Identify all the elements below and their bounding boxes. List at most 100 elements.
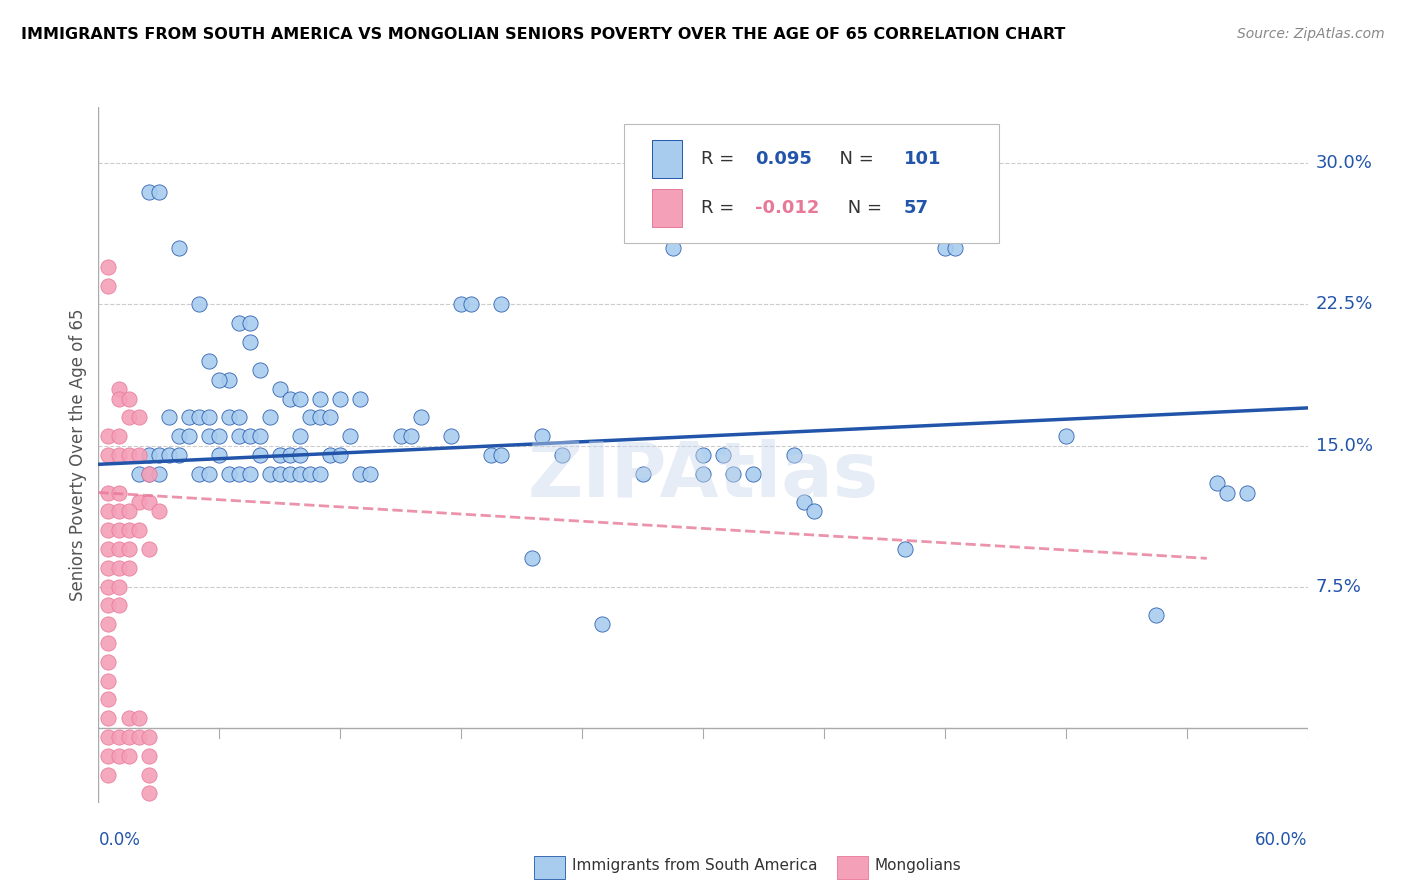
Point bbox=[107, 504, 129, 518]
Text: N =: N = bbox=[828, 150, 879, 169]
Point bbox=[288, 467, 311, 481]
Point bbox=[329, 448, 352, 462]
Point bbox=[339, 429, 361, 443]
Point bbox=[107, 448, 129, 462]
Point bbox=[148, 185, 170, 199]
Point bbox=[399, 429, 422, 443]
Point bbox=[138, 541, 160, 556]
Point bbox=[953, 222, 976, 236]
Point bbox=[107, 560, 129, 574]
Point bbox=[228, 410, 250, 425]
Point bbox=[167, 241, 190, 255]
Point bbox=[148, 467, 170, 481]
Point bbox=[278, 467, 301, 481]
Text: R =: R = bbox=[700, 199, 740, 217]
Point bbox=[299, 467, 322, 481]
Point bbox=[97, 429, 120, 443]
Point bbox=[118, 523, 141, 537]
Point bbox=[631, 467, 654, 481]
Point bbox=[288, 429, 311, 443]
Point bbox=[460, 297, 482, 311]
FancyBboxPatch shape bbox=[652, 189, 682, 227]
Point bbox=[188, 297, 211, 311]
Point bbox=[249, 429, 271, 443]
Point bbox=[128, 730, 150, 744]
Point bbox=[157, 448, 180, 462]
Point bbox=[893, 541, 915, 556]
Text: 22.5%: 22.5% bbox=[1316, 295, 1374, 313]
Point bbox=[1236, 485, 1258, 500]
Point bbox=[107, 429, 129, 443]
Point bbox=[269, 448, 291, 462]
Text: Mongolians: Mongolians bbox=[875, 858, 962, 872]
Point bbox=[188, 467, 211, 481]
Point bbox=[107, 382, 129, 396]
Point bbox=[97, 655, 120, 669]
Point bbox=[208, 448, 231, 462]
Point bbox=[530, 429, 553, 443]
Point bbox=[723, 467, 745, 481]
Text: ZIPAtlas: ZIPAtlas bbox=[527, 439, 879, 513]
Point bbox=[1216, 485, 1239, 500]
Point bbox=[138, 467, 160, 481]
Point bbox=[128, 410, 150, 425]
Point bbox=[319, 448, 342, 462]
Point bbox=[107, 392, 129, 406]
Point bbox=[97, 617, 120, 632]
Point bbox=[218, 410, 240, 425]
Text: 0.0%: 0.0% bbox=[98, 830, 141, 848]
Point bbox=[118, 711, 141, 725]
Point bbox=[107, 748, 129, 763]
Text: 30.0%: 30.0% bbox=[1316, 154, 1372, 172]
Point bbox=[692, 448, 714, 462]
Point bbox=[157, 410, 180, 425]
Point bbox=[943, 241, 966, 255]
Text: 57: 57 bbox=[904, 199, 929, 217]
Point bbox=[259, 467, 281, 481]
Point bbox=[793, 495, 815, 509]
Text: -0.012: -0.012 bbox=[755, 199, 820, 217]
Point bbox=[1206, 476, 1229, 491]
Point bbox=[1054, 429, 1077, 443]
Point bbox=[329, 392, 352, 406]
Point bbox=[349, 392, 371, 406]
Point bbox=[97, 580, 120, 594]
Point bbox=[97, 636, 120, 650]
Text: N =: N = bbox=[842, 199, 887, 217]
Point bbox=[118, 392, 141, 406]
Point bbox=[138, 185, 160, 199]
Point bbox=[167, 448, 190, 462]
Point bbox=[278, 448, 301, 462]
Point bbox=[551, 448, 574, 462]
Point bbox=[218, 373, 240, 387]
Point bbox=[259, 410, 281, 425]
Point bbox=[309, 467, 332, 481]
Text: 7.5%: 7.5% bbox=[1316, 577, 1362, 596]
Text: 15.0%: 15.0% bbox=[1316, 436, 1372, 455]
Point bbox=[742, 467, 765, 481]
Point bbox=[107, 599, 129, 613]
Point bbox=[1144, 607, 1167, 622]
Point bbox=[128, 711, 150, 725]
Text: 101: 101 bbox=[904, 150, 941, 169]
Point bbox=[309, 392, 332, 406]
Point bbox=[491, 448, 513, 462]
Text: 60.0%: 60.0% bbox=[1256, 830, 1308, 848]
Point bbox=[481, 448, 503, 462]
Point bbox=[138, 448, 160, 462]
Point bbox=[138, 495, 160, 509]
Point bbox=[97, 560, 120, 574]
Point bbox=[360, 467, 382, 481]
Point bbox=[208, 373, 231, 387]
Point bbox=[97, 485, 120, 500]
Point bbox=[118, 448, 141, 462]
Point bbox=[177, 410, 201, 425]
Point bbox=[389, 429, 412, 443]
Point bbox=[249, 448, 271, 462]
Point bbox=[228, 316, 250, 330]
Point bbox=[208, 429, 231, 443]
Point bbox=[97, 523, 120, 537]
Point bbox=[349, 467, 371, 481]
Point bbox=[591, 617, 613, 632]
Point bbox=[97, 730, 120, 744]
